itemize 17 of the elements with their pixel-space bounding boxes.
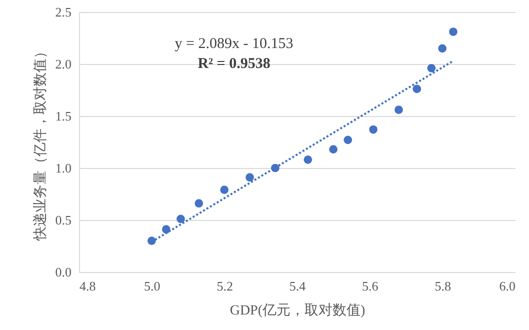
y-axis-title: 快递业务量（亿件，取对数值） — [32, 44, 48, 242]
y-tick-label: 1.0 — [55, 160, 72, 176]
x-tick-label: 5.0 — [144, 278, 160, 294]
x-tick-label: 5.8 — [434, 278, 451, 294]
x-tick-label: 5.4 — [289, 278, 306, 294]
annotation: y = 2.089x - 10.153 — [174, 36, 294, 52]
x-tick-label: 6.0 — [499, 278, 516, 294]
y-tick-label: 0.0 — [55, 264, 72, 280]
y-tick-label: 1.5 — [55, 108, 72, 124]
y-tick-label: 2.5 — [55, 4, 72, 20]
annotation: R² = 0.9538 — [198, 56, 270, 72]
y-tick-label: 2.0 — [55, 56, 72, 72]
x-axis-title: GDP(亿元，取对数值) — [230, 302, 366, 318]
y-tick-label: 0.5 — [55, 212, 72, 228]
x-tick-label: 4.8 — [80, 278, 96, 294]
x-tick-label: 5.2 — [216, 278, 233, 294]
x-tick-label: 5.6 — [362, 278, 379, 294]
